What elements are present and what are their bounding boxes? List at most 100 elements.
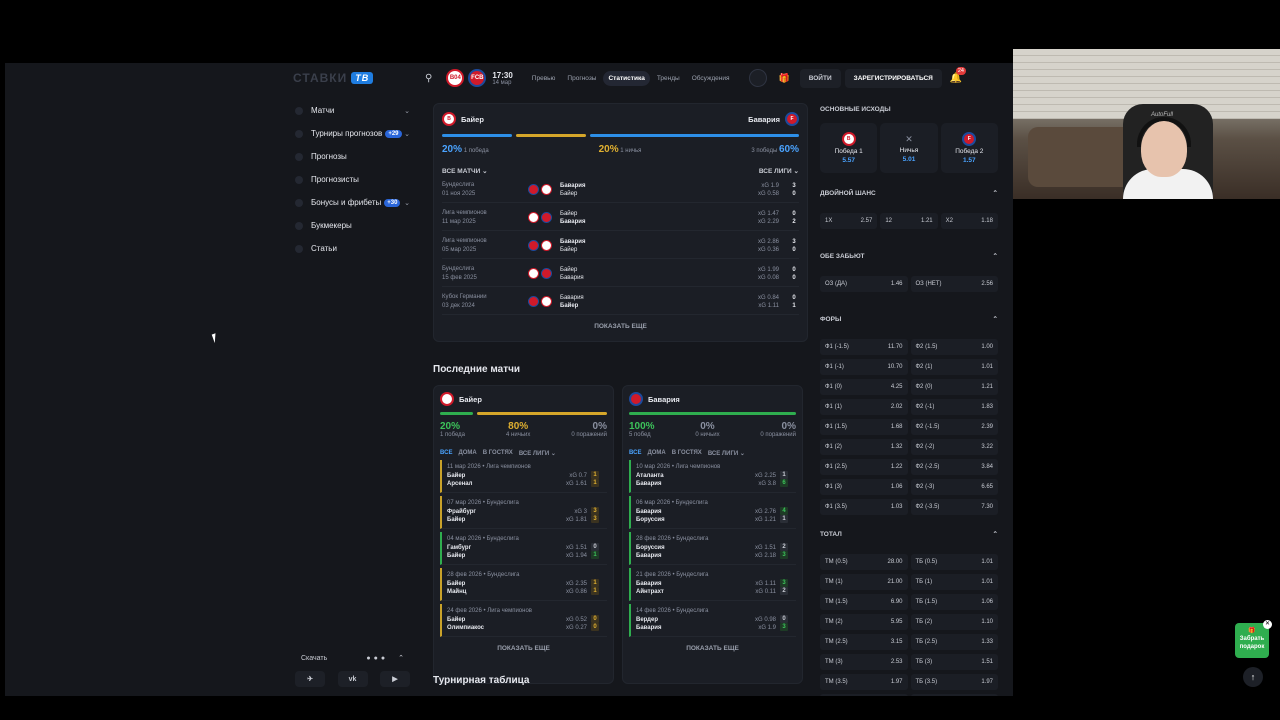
claim-gift-button[interactable]: 🎁 Забрать подарок	[1235, 623, 1269, 658]
odds-cell[interactable]: Ф2 (-1.5) 2.39	[910, 419, 998, 435]
odds-cell[interactable]: 1X 2.57	[820, 213, 878, 229]
filter-ДОМА[interactable]: ДОМА	[647, 450, 666, 456]
scroll-top-icon[interactable]: ↑	[1243, 667, 1263, 687]
sidebar-item[interactable]: Букмекеры	[295, 214, 410, 237]
odds-cell[interactable]: Ф2 (0) 1.21	[910, 379, 998, 395]
last-match-row[interactable]: 24 фев 2026 • Лига чемпионов Байер Олимпиа…	[440, 604, 607, 637]
filter-В ГОСТЯХ[interactable]: В ГОСТЯХ	[482, 450, 513, 456]
android-icon[interactable]: ●	[373, 654, 381, 662]
odds-cell[interactable]: Ф1 (1.5) 1.68	[820, 419, 908, 435]
odds-cell[interactable]: ОЗ (НЕТ) 2.56	[910, 276, 998, 292]
last-match-row[interactable]: 21 фев 2026 • Бундеслига Бавария Айнтрахт x…	[629, 568, 796, 601]
odds-cell[interactable]: ТМ (1.5) 6.90	[820, 594, 908, 610]
last-match-row[interactable]: 06 мар 2026 • Бундеслига Бавария Боруссия x…	[629, 496, 796, 529]
double-chance-header[interactable]: ДВОЙНОЙ ШАНС ⌃	[820, 187, 998, 199]
odds-cell[interactable]: Ф1 (3) 1.06	[820, 479, 908, 495]
filter-all-matches[interactable]: ВСЕ МАТЧИ ⌄	[442, 168, 488, 175]
last-match-row[interactable]: 10 мар 2026 • Лига чемпионов Аталанта Бава…	[629, 460, 796, 493]
sidebar-item[interactable]: Матчи ⌄	[295, 99, 410, 122]
sidebar-item[interactable]: Прогнозисты	[295, 168, 410, 191]
close-icon[interactable]: ✕	[1263, 620, 1272, 629]
odds-cell[interactable]: ТМ (1) 21.00	[820, 574, 908, 590]
last-show-more-button[interactable]: ПОКАЗАТЬ ЕЩЕ	[497, 645, 550, 652]
filter-В ГОСТЯХ[interactable]: В ГОСТЯХ	[671, 450, 702, 456]
odds-cell[interactable]: Ф2 (-1) 1.83	[910, 399, 998, 415]
h2h-match-row[interactable]: Лига чемпионов 11 мар 2025 Байер Бавария xG …	[442, 205, 799, 231]
sidebar-item[interactable]: Бонусы и фрибеты +30 ⌄	[295, 191, 410, 214]
outcome-draw[interactable]: ✕ Ничья 5.01	[880, 123, 938, 173]
filter-ВСЕ[interactable]: ВСЕ	[440, 450, 453, 456]
odds-cell[interactable]: Ф2 (1.5) 1.00	[910, 339, 998, 355]
apple-icon[interactable]: ●	[366, 654, 374, 662]
odds-cell[interactable]: ТБ (2.5) 1.33	[910, 634, 998, 650]
last-match-row[interactable]: 11 мар 2026 • Лига чемпионов Байер Арсенал…	[440, 460, 607, 493]
telegram-icon[interactable]: ✈	[295, 671, 325, 687]
odds-cell[interactable]: Ф1 (2) 1.32	[820, 439, 908, 455]
odds-cell[interactable]: Ф2 (-3.5) 7.30	[910, 499, 998, 515]
odds-cell[interactable]: Ф2 (1) 1.01	[910, 359, 998, 375]
odds-cell[interactable]: ТМ (3.5) 1.97	[820, 674, 908, 690]
btts-header[interactable]: ОБЕ ЗАБЬЮТ ⌃	[820, 250, 998, 262]
odds-cell[interactable]: Ф1 (3.5) 1.03	[820, 499, 908, 515]
h2h-match-row[interactable]: Лига чемпионов 05 мар 2025 Бавария Байер xG …	[442, 233, 799, 259]
tab-Прогнозы[interactable]: Прогнозы	[567, 74, 597, 82]
windows-icon[interactable]: ●	[380, 654, 389, 662]
search-icon[interactable]: ⚲	[425, 72, 433, 84]
odds-cell[interactable]: Ф2 (-3) 6.65	[910, 479, 998, 495]
odds-cell[interactable]: ТМ (3) 2.53	[820, 654, 908, 670]
bell-icon[interactable]: 🔔 24	[949, 66, 966, 84]
tab-Статистика[interactable]: Статистика	[603, 70, 650, 86]
odds-cell[interactable]: 12 1.21	[880, 213, 938, 229]
odds-cell[interactable]: ТБ (1.5) 1.06	[910, 594, 998, 610]
h2h-match-row[interactable]: Бундеслига 15 фев 2025 Байер Бавария xG 1.99…	[442, 261, 799, 287]
odds-cell[interactable]: ТМ (2) 5.95	[820, 614, 908, 630]
filter-ВСЕ[interactable]: ВСЕ	[629, 450, 642, 456]
handicap-header[interactable]: ФОРЫ ⌃	[820, 313, 998, 325]
sidebar-item[interactable]: Статьи	[295, 237, 410, 260]
last-match-row[interactable]: 14 фев 2026 • Бундеслига Вердер Бавария xG …	[629, 604, 796, 637]
odds-cell[interactable]: Ф1 (1) 2.02	[820, 399, 908, 415]
odds-cell[interactable]: Ф1 (-1) 10.70	[820, 359, 908, 375]
odds-cell[interactable]: Ф1 (0) 4.25	[820, 379, 908, 395]
h2h-show-more-button[interactable]: ПОКАЗАТЬ ЕЩЕ	[594, 323, 647, 330]
download-app[interactable]: Скачать ●●● ⌃	[295, 649, 410, 667]
filter-ВСЕ ЛИГИ[interactable]: ВСЕ ЛИГИ ⌄	[707, 451, 745, 457]
odds-cell[interactable]: ОЗ (ДА) 1.46	[820, 276, 908, 292]
odds-cell[interactable]: ТМ (4)1.54	[820, 694, 908, 696]
odds-cell[interactable]: ТБ (1) 1.01	[910, 574, 998, 590]
odds-cell[interactable]: ТБ (4)2.45	[910, 694, 998, 696]
last-match-row[interactable]: 04 мар 2026 • Бундеслига Гамбург Байер xG 1…	[440, 532, 607, 565]
sidebar-item[interactable]: Прогнозы	[295, 145, 410, 168]
filter-all-leagues[interactable]: ВСЕ ЛИГИ ⌄	[758, 168, 799, 175]
last-show-more-button[interactable]: ПОКАЗАТЬ ЕЩЕ	[686, 645, 739, 652]
odds-cell[interactable]: ТБ (3.5) 1.97	[910, 674, 998, 690]
tab-Превью[interactable]: Превью	[531, 74, 556, 82]
odds-cell[interactable]: ТБ (2) 1.10	[910, 614, 998, 630]
h2h-match-row[interactable]: Бундеслига 01 ноя 2025 Бавария Байер xG 1.9 x…	[442, 177, 799, 203]
outcome-win1[interactable]: B Победа 1 5.57	[820, 123, 878, 173]
login-button[interactable]: ВОЙТИ	[799, 68, 841, 88]
odds-cell[interactable]: ТМ (2.5) 3.15	[820, 634, 908, 650]
outcome-win2[interactable]: F Победа 2 1.57	[940, 123, 998, 173]
total-header[interactable]: ТОТАЛ ⌃	[820, 528, 998, 540]
live-indicator-icon[interactable]	[748, 69, 767, 87]
odds-cell[interactable]: ТМ (0.5) 28.00	[820, 554, 908, 570]
gift-icon[interactable]: 🎁	[778, 72, 790, 83]
odds-cell[interactable]: ТБ (3) 1.51	[910, 654, 998, 670]
last-match-row[interactable]: 28 фев 2026 • Бундеслига Байер Майнц xG 2.3…	[440, 568, 607, 601]
filter-ВСЕ ЛИГИ[interactable]: ВСЕ ЛИГИ ⌄	[518, 451, 556, 457]
sidebar-item[interactable]: Турниры прогнозов +29 ⌄	[295, 122, 410, 145]
filter-ДОМА[interactable]: ДОМА	[458, 450, 477, 456]
site-logo[interactable]: СТАВКИ ТВ	[293, 71, 374, 85]
last-match-row[interactable]: 07 мар 2026 • Бундеслига Фрайбург Байер xG …	[440, 496, 607, 529]
youtube-icon[interactable]: ▶	[380, 671, 410, 687]
odds-cell[interactable]: Ф1 (-1.5) 11.70	[820, 339, 908, 355]
tab-Тренды[interactable]: Тренды	[656, 74, 680, 82]
last-match-row[interactable]: 28 фев 2026 • Бундеслига Боруссия Бавария x…	[629, 532, 796, 565]
odds-cell[interactable]: Ф2 (-2.5) 3.84	[910, 459, 998, 475]
odds-cell[interactable]: Ф1 (2.5) 1.22	[820, 459, 908, 475]
vk-icon[interactable]: vk	[337, 671, 368, 687]
register-button[interactable]: ЗАРЕГИСТРИРОВАТЬСЯ	[844, 68, 942, 88]
tab-Обсуждения[interactable]: Обсуждения	[691, 74, 730, 82]
odds-cell[interactable]: Ф2 (-2) 3.22	[910, 439, 998, 455]
